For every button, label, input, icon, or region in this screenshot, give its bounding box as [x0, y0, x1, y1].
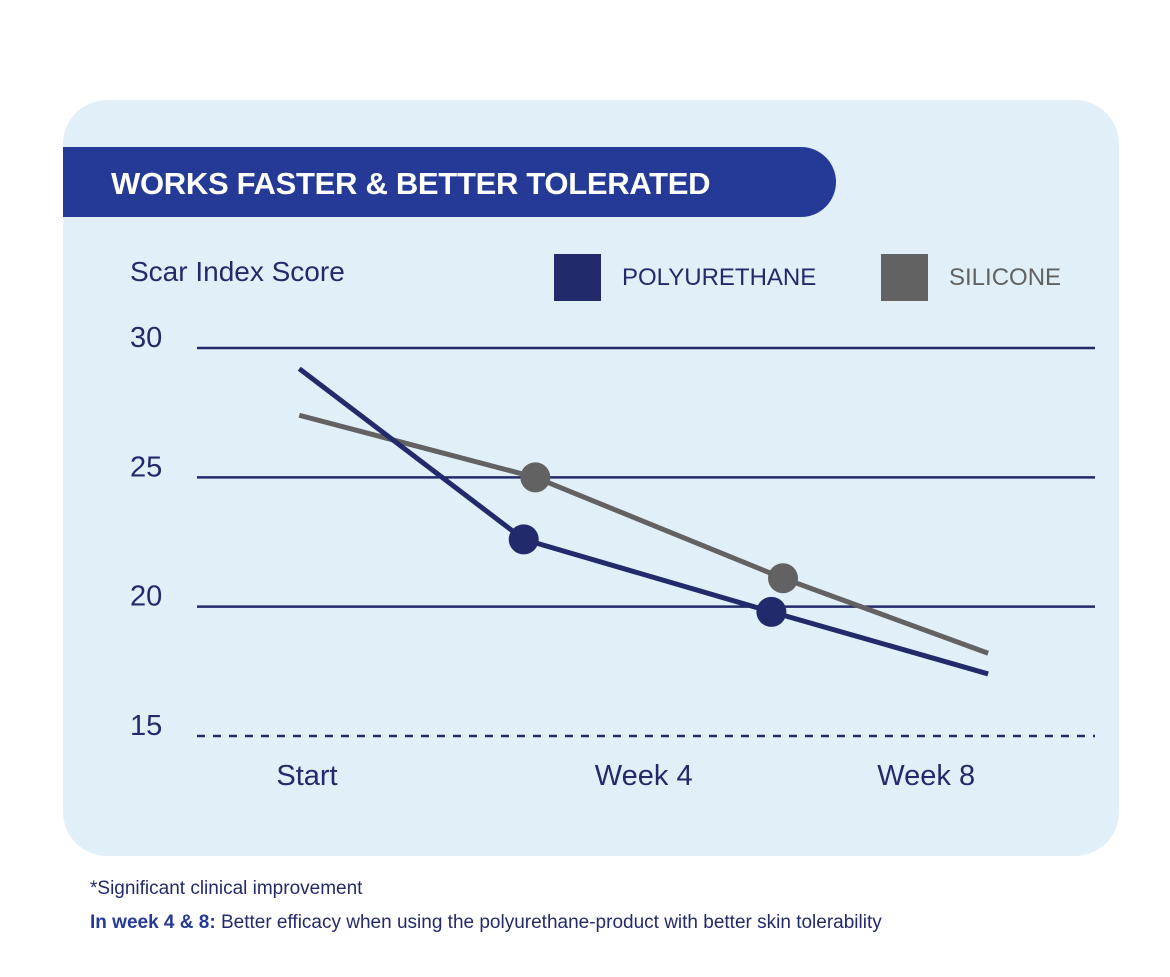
data-point-polyurethane	[756, 596, 787, 627]
summary-bold: In week 4 & 8:	[90, 912, 216, 933]
y-tick-label: 15	[130, 710, 162, 742]
legend-swatch-polyurethane	[554, 254, 601, 301]
series-line-silicone	[298, 412, 989, 656]
chart-title: WORKS FASTER & BETTER TOLERATED	[111, 166, 711, 201]
data-point-silicone	[768, 563, 799, 594]
data-point-silicone	[520, 462, 551, 493]
y-tick-label: 30	[130, 322, 162, 354]
legend-label-silicone: SILICONE	[949, 264, 1062, 291]
x-tick-label: Week 8	[877, 760, 975, 792]
y-axis-label: Scar Index Score	[130, 256, 345, 287]
summary-text: Better efficacy when using the polyureth…	[215, 912, 882, 933]
title-banner: WORKS FASTER & BETTER TOLERATED	[63, 147, 836, 217]
y-tick-label: 20	[130, 581, 162, 613]
data-point-polyurethane	[508, 524, 539, 555]
x-tick-label: Week 4	[595, 760, 693, 792]
summary-note: In week 4 & 8: Better efficacy when usin…	[90, 912, 882, 934]
footnote: *Significant clinical improvement	[90, 878, 363, 899]
x-tick-label: Start	[276, 760, 337, 792]
series-line-polyurethane	[297, 366, 989, 677]
y-tick-label: 25	[130, 451, 162, 483]
legend-label-polyurethane: POLYURETHANE	[622, 264, 817, 291]
legend-swatch-silicone	[881, 254, 928, 301]
